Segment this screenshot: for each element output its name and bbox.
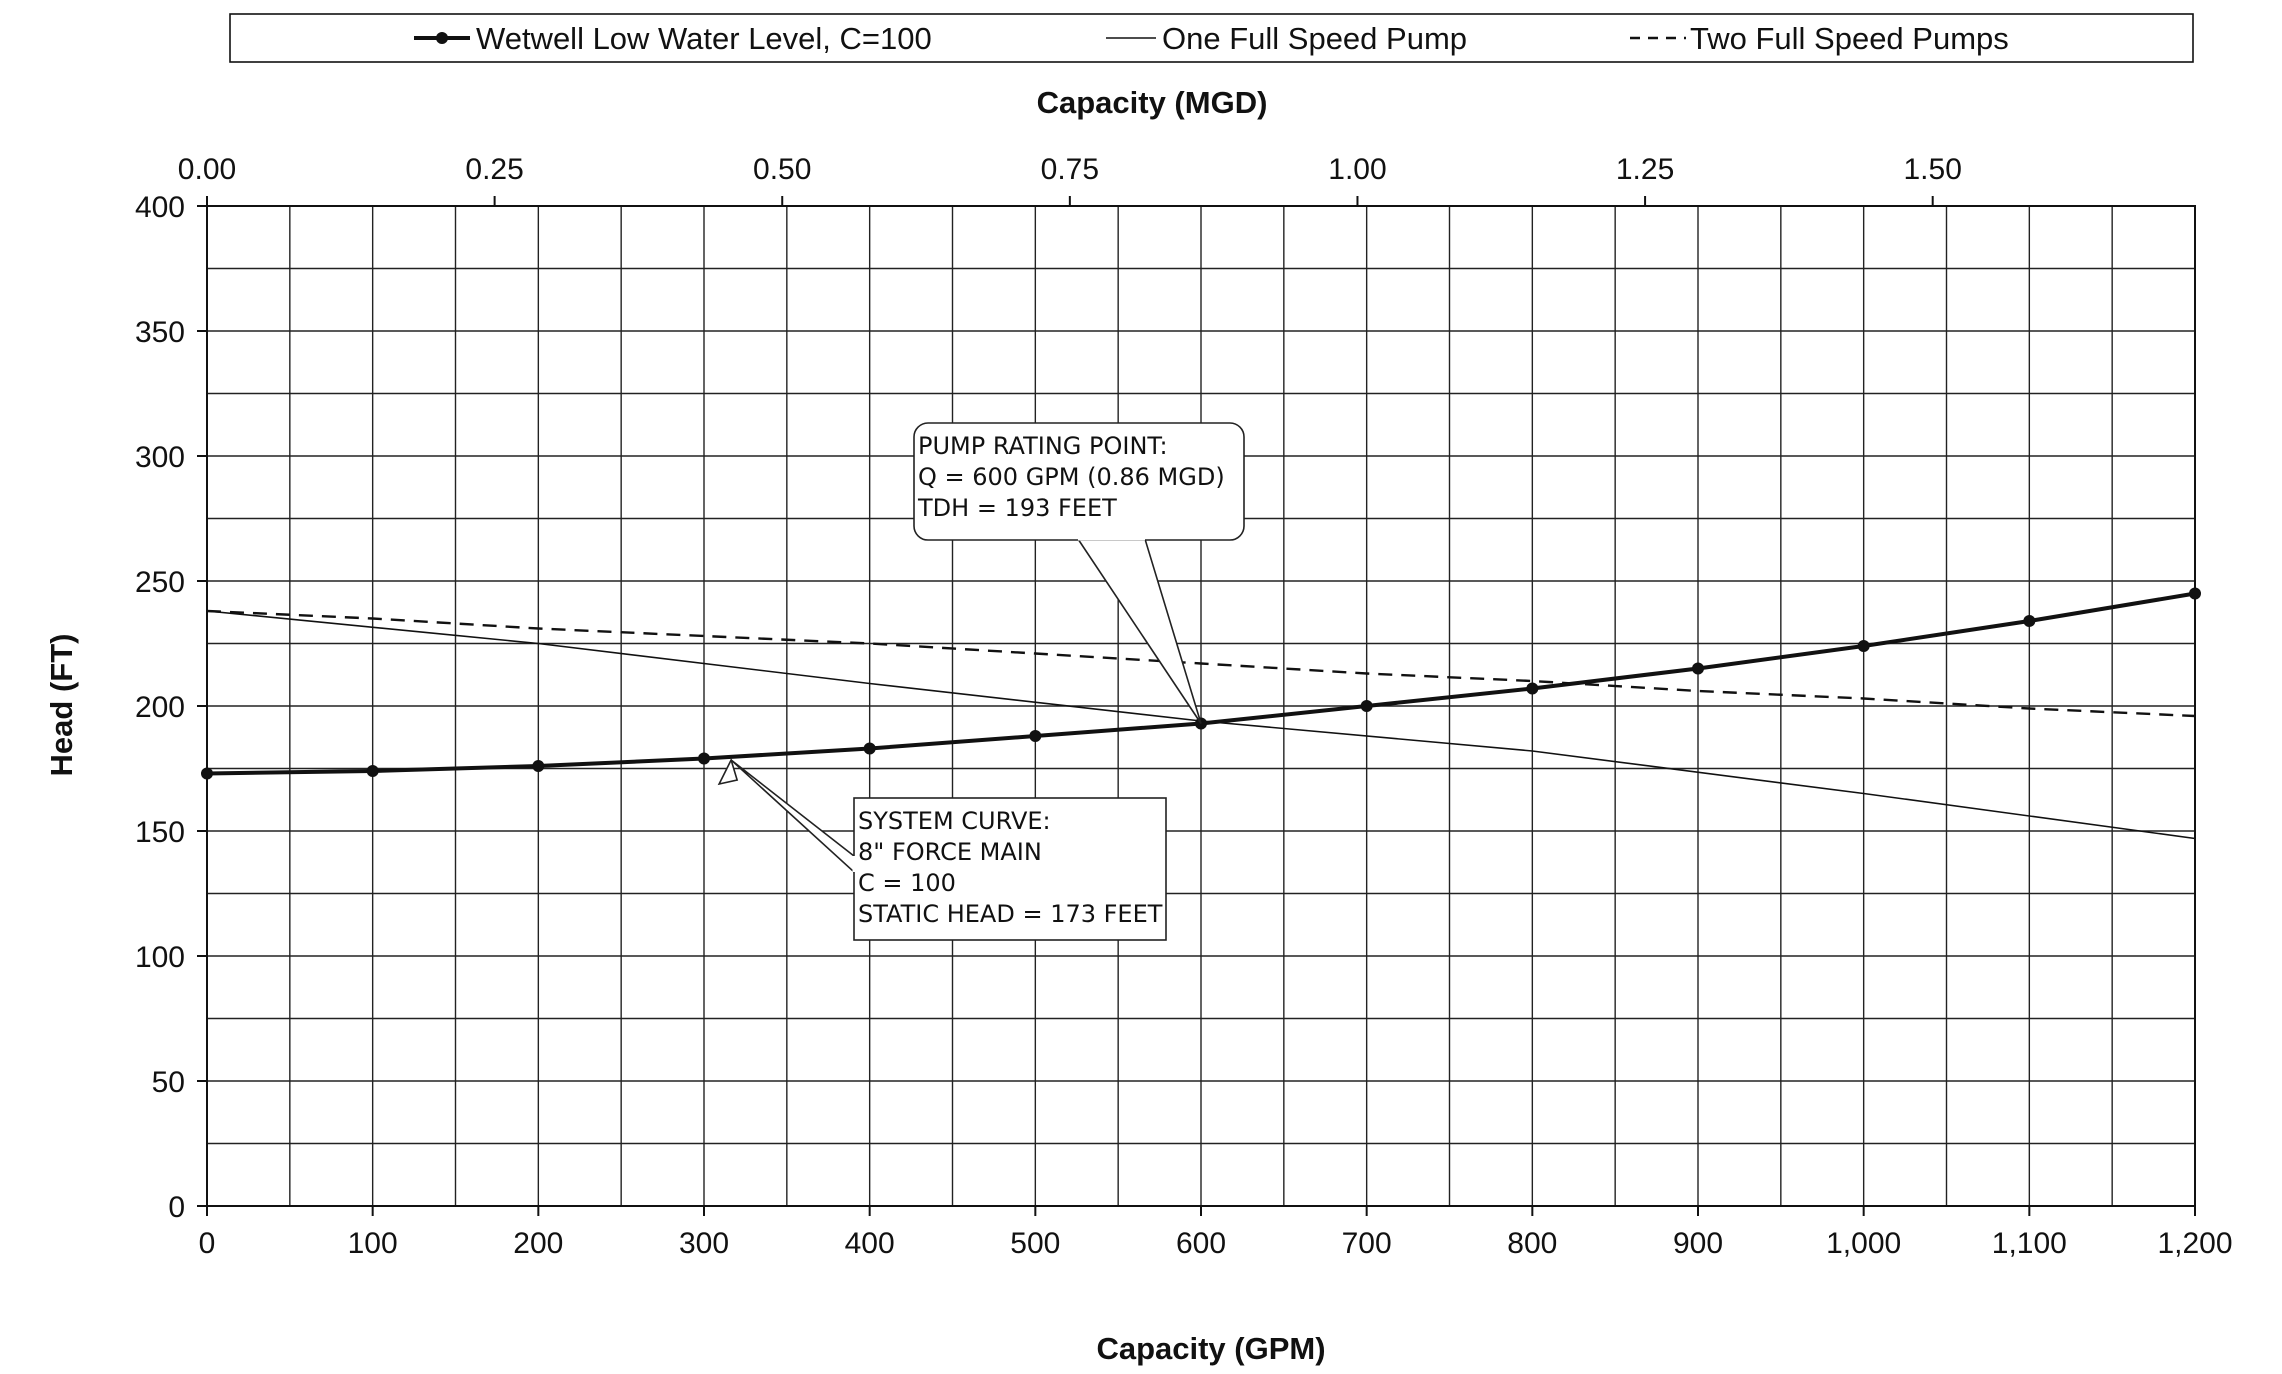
x-bottom-tick-label: 1,100 <box>1992 1227 2067 1260</box>
y-tick-label: 400 <box>135 191 185 224</box>
y-axis-title: Head (FT) <box>44 634 79 777</box>
callout-line: SYSTEM CURVE: <box>858 807 1051 835</box>
legend-label: Wetwell Low Water Level, C=100 <box>476 21 932 56</box>
legend-item-1: One Full Speed Pump <box>1106 21 1467 56</box>
x-bottom-tick-label: 200 <box>513 1227 563 1260</box>
x-top-tick-label: 0.00 <box>178 153 236 186</box>
callout-line: Q = 600 GPM (0.86 MGD) <box>918 463 1225 491</box>
x-axis-top-title: Capacity (MGD) <box>1037 85 1268 120</box>
callout-tail <box>1076 538 1202 724</box>
callout-line: STATIC HEAD = 173 FEET <box>858 900 1163 928</box>
legend-marker <box>436 32 448 44</box>
x-top-tick-label: 1.50 <box>1903 153 1961 186</box>
x-top-tick-label: 1.00 <box>1328 153 1386 186</box>
x-bottom-tick-label: 1,200 <box>2157 1227 2232 1260</box>
callout-line: TDH = 193 FEET <box>917 494 1117 522</box>
x-bottom-tick-label: 0 <box>199 1227 216 1260</box>
y-tick-label: 250 <box>135 566 185 599</box>
y-tick-label: 150 <box>135 816 185 849</box>
callout-line: 8" FORCE MAIN <box>858 838 1042 866</box>
series-0-point <box>2023 615 2036 627</box>
x-axis-bottom-title: Capacity (GPM) <box>1096 1331 1325 1366</box>
series-0-point <box>532 760 545 772</box>
legend-label: One Full Speed Pump <box>1162 21 1467 56</box>
x-top-tick-label: 0.50 <box>753 153 811 186</box>
y-tick-label: 300 <box>135 441 185 474</box>
y-tick-label: 100 <box>135 941 185 974</box>
x-bottom-tick-label: 100 <box>348 1227 398 1260</box>
callout-system: SYSTEM CURVE: 8" FORCE MAIN C = 100 STATIC … <box>730 759 1167 941</box>
callout-box <box>853 797 1167 941</box>
y-tick-label: 200 <box>135 691 185 724</box>
series-0-point <box>1857 640 1870 652</box>
x-bottom-tick-label: 500 <box>1010 1227 1060 1260</box>
series-0-point <box>698 752 710 765</box>
callout-rating: PUMP RATING POINT: Q = 600 GPM (0.86 MGD)… <box>913 422 1245 724</box>
series-0-point <box>366 765 379 777</box>
series-0-point <box>1029 730 1042 742</box>
series-0-point <box>201 767 213 780</box>
callout-line: C = 100 <box>858 869 956 897</box>
callouts: PUMP RATING POINT: Q = 600 GPM (0.86 MGD)… <box>717 422 1245 941</box>
x-bottom-tick-label: 400 <box>845 1227 895 1260</box>
y-tick-label: 350 <box>135 316 185 349</box>
x-bottom-tick-label: 600 <box>1176 1227 1226 1260</box>
series-0-point <box>863 742 876 755</box>
y-tick-label: 0 <box>168 1191 185 1224</box>
legend-item-2: Two Full Speed Pumps <box>1630 21 2009 56</box>
grid <box>206 205 2196 1207</box>
x-top-tick-label: 1.25 <box>1616 153 1674 186</box>
legend-item-0: Wetwell Low Water Level, C=100 <box>414 21 932 56</box>
x-top-tick-label: 0.75 <box>1041 153 1099 186</box>
series-0-point <box>1526 682 1539 695</box>
x-bottom-tick-label: 1,000 <box>1826 1227 1901 1260</box>
axes: 0 100 200 300 400 500 600 700 800 900 1,000 1,100 1,… <box>135 153 2233 1260</box>
callout-arrowhead <box>717 757 739 786</box>
legend: Wetwell Low Water Level, C=100 One Full S… <box>229 13 2194 63</box>
series-line-2 <box>206 609 2196 718</box>
x-top-tick-label: 0.25 <box>465 153 523 186</box>
series-0-point <box>2189 587 2201 600</box>
legend-frame <box>229 13 2194 63</box>
callout-line: PUMP RATING POINT: <box>918 432 1168 460</box>
x-bottom-tick-label: 900 <box>1673 1227 1723 1260</box>
series-0-point <box>1360 700 1373 712</box>
x-bottom-tick-label: 700 <box>1342 1227 1392 1260</box>
x-bottom-tick-label: 300 <box>679 1227 729 1260</box>
series-0-point <box>1692 662 1704 675</box>
y-tick-label: 50 <box>152 1066 185 1099</box>
x-bottom-tick-label: 800 <box>1507 1227 1557 1260</box>
callout-tail <box>730 759 855 874</box>
legend-label: Two Full Speed Pumps <box>1690 21 2009 56</box>
